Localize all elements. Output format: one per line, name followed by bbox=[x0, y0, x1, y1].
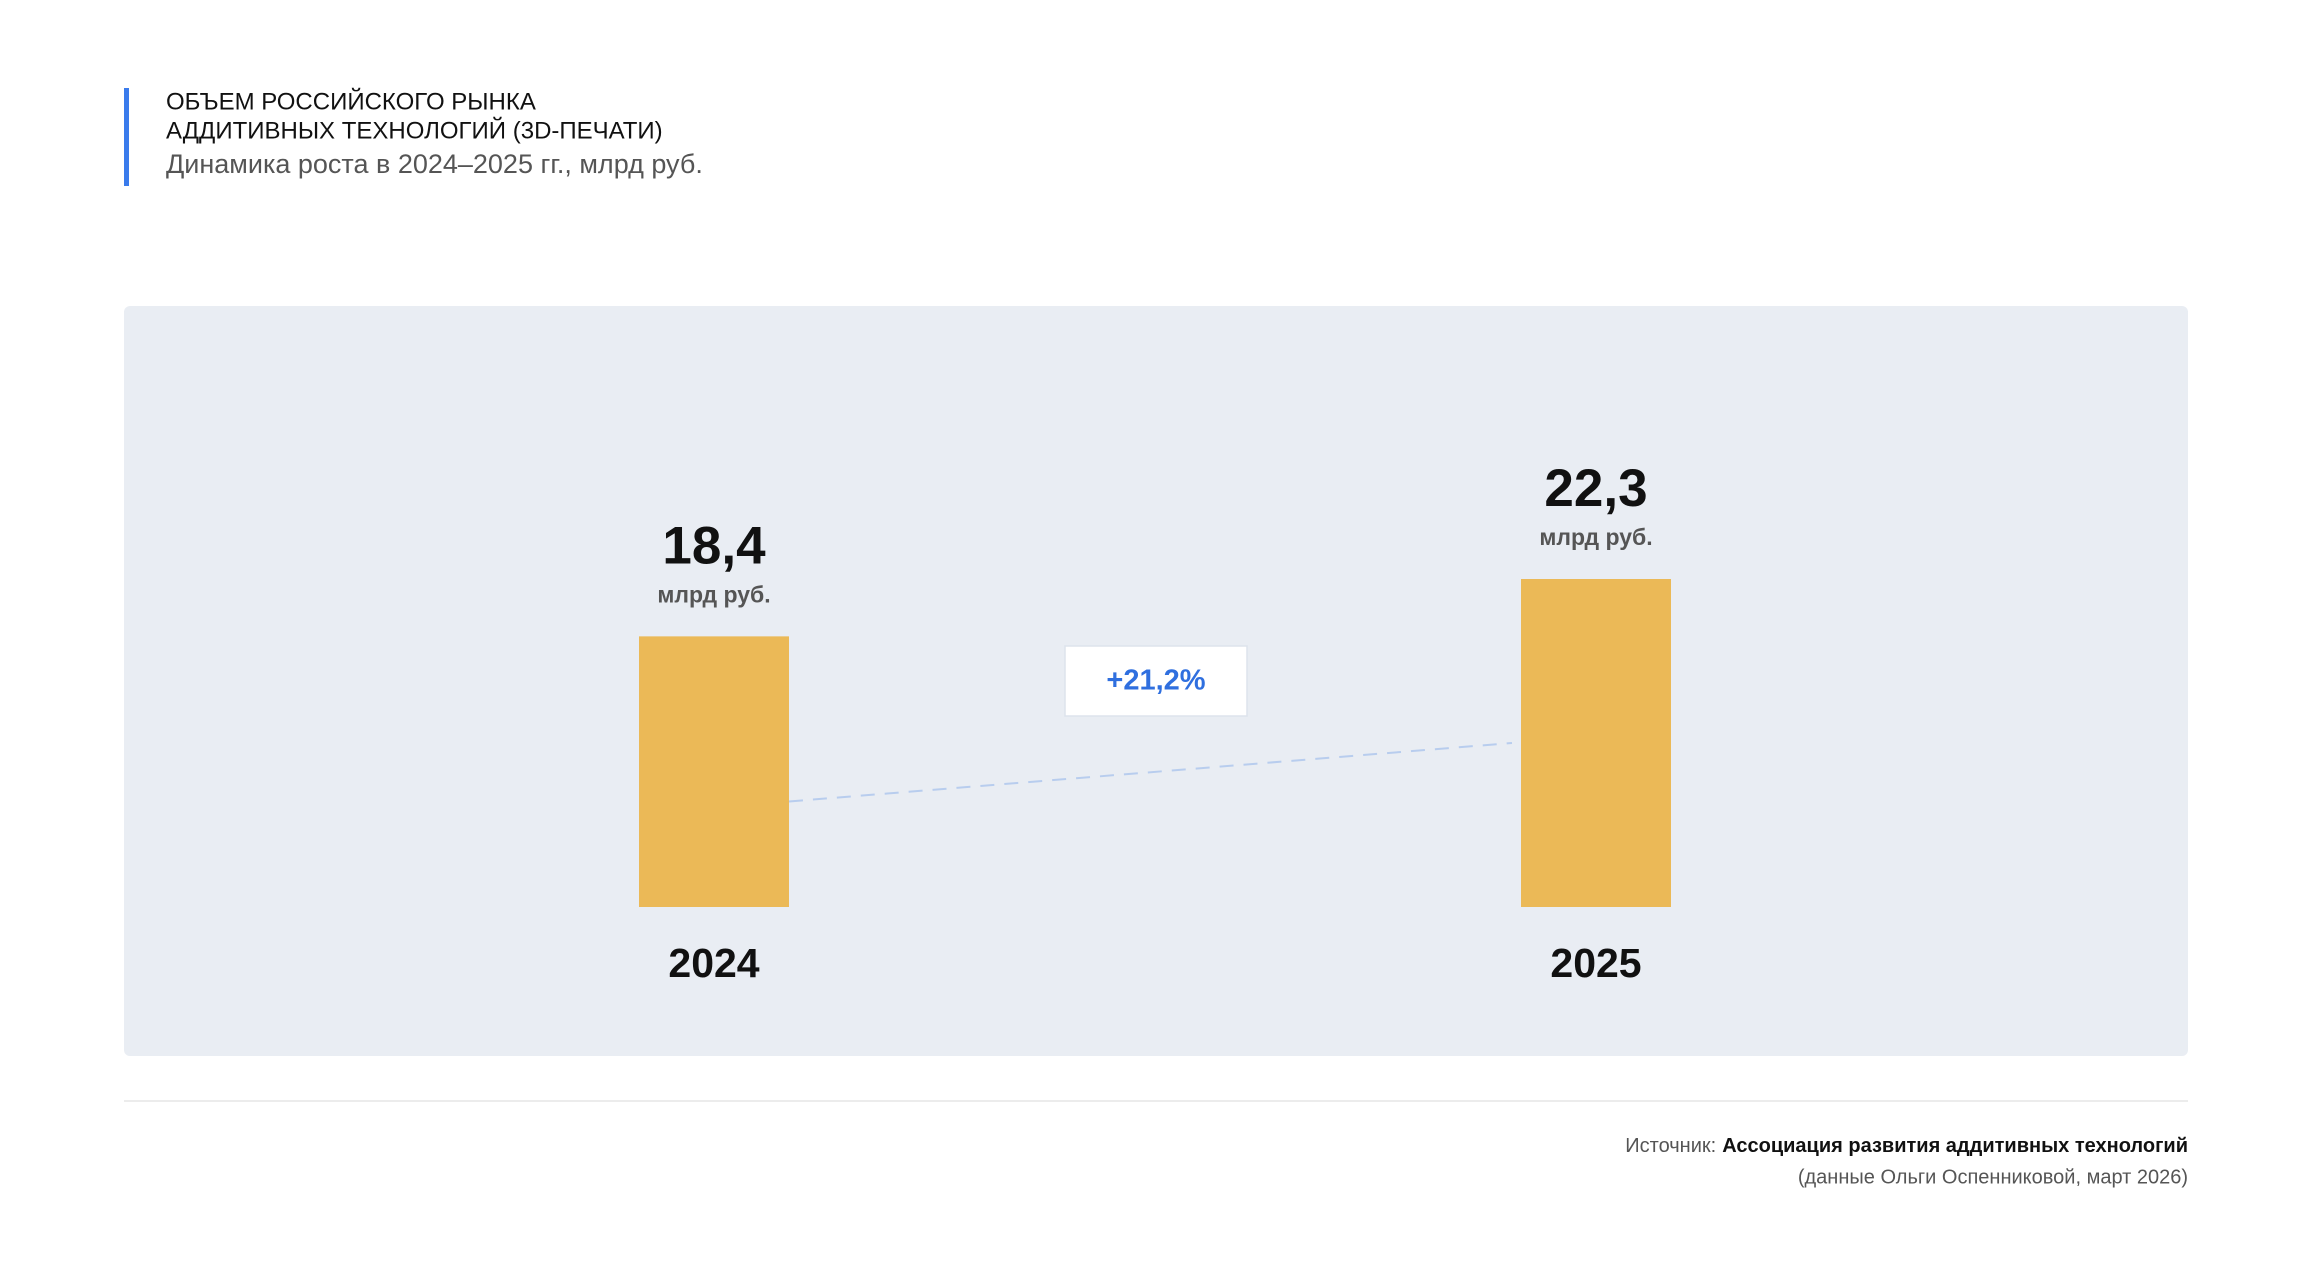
chart-title: ОБЪЕМ РОССИЙСКОГО РЫНКА bbox=[166, 87, 536, 115]
chart-title: АДДИТИВНЫХ ТЕХНОЛОГИЙ (3D-ПЕЧАТИ) bbox=[166, 116, 663, 144]
trend-line bbox=[788, 742, 1513, 803]
source-label: Источник: bbox=[1625, 1135, 1716, 1157]
annotation-box bbox=[1064, 645, 1248, 717]
value-label: 18,4 bbox=[662, 516, 766, 575]
source: Источник: Ассоциация развития аддитивных … bbox=[1625, 1135, 2188, 1157]
title-accent bbox=[124, 88, 129, 186]
unit-label: млрд руб. bbox=[1539, 524, 1652, 550]
bar bbox=[1521, 579, 1671, 907]
value-label: 22,3 bbox=[1544, 459, 1647, 518]
bar bbox=[639, 636, 789, 907]
chart-subtitle: Динамика роста в 2024–2025 гг., млрд руб… bbox=[166, 149, 703, 179]
source-note: (данные Ольги Оспенниковой, март 2026) bbox=[1798, 1166, 2188, 1188]
annotation: +21,2% bbox=[1106, 665, 1205, 697]
x-tick-label: 2025 bbox=[1550, 940, 1641, 986]
unit-label: млрд руб. bbox=[657, 581, 770, 607]
source-name: Ассоциация развития аддитивных технологи… bbox=[1722, 1135, 2188, 1157]
x-tick-label: 2024 bbox=[668, 940, 759, 986]
